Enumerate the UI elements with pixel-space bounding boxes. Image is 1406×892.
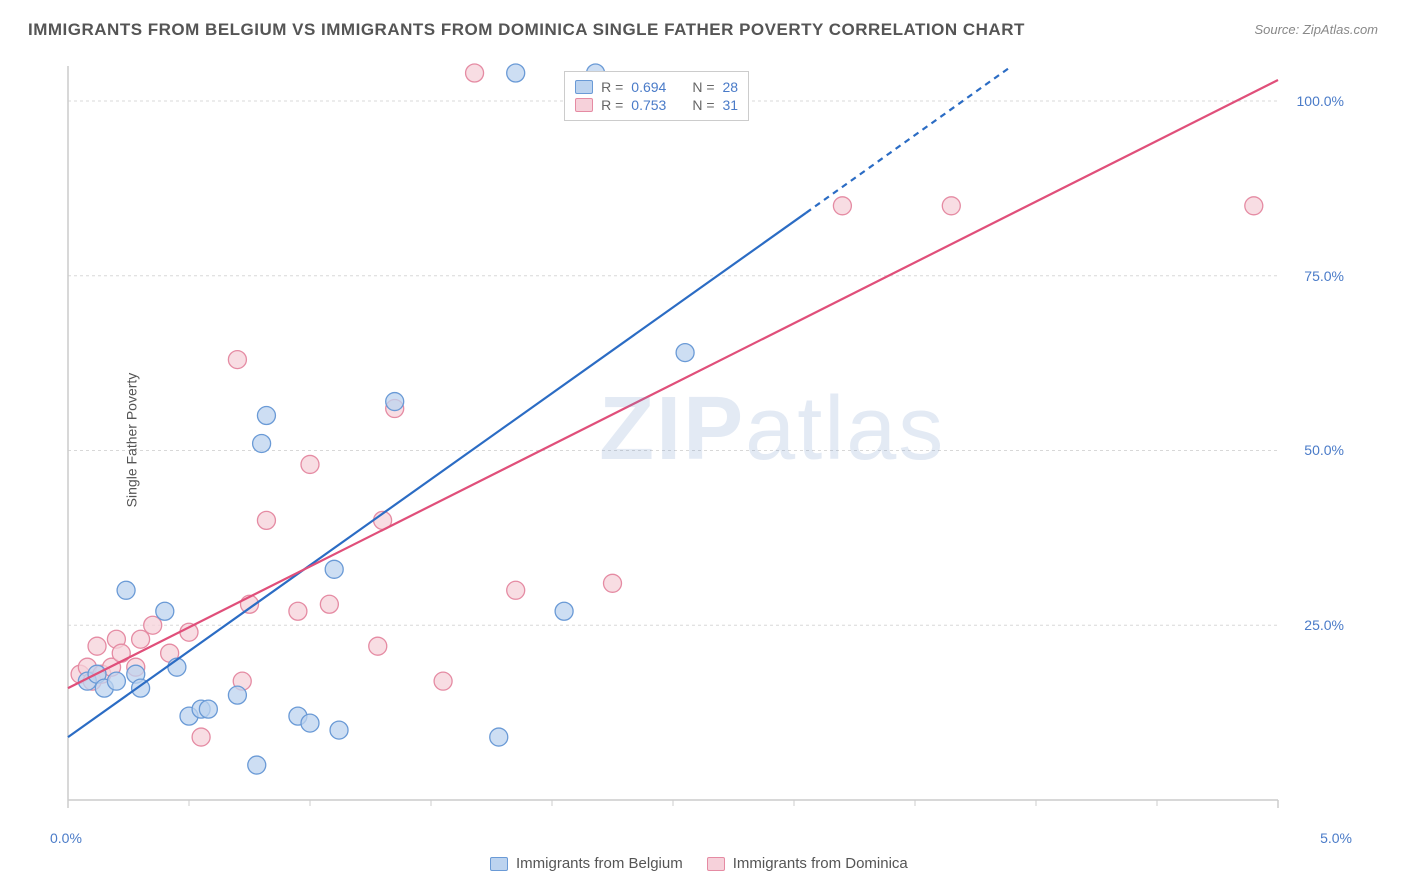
source-label: Source: ZipAtlas.com [1254,22,1378,37]
legend-label-dominica: Immigrants from Dominica [733,855,908,872]
legend-R-label: R = [601,79,623,95]
scatter-chart-svg [58,60,1348,820]
legend-swatch-dominica-icon [707,857,725,871]
legend-label-belgium: Immigrants from Belgium [516,855,683,872]
y-tick-75: 75.0% [1304,268,1344,284]
legend-N-dominica: 31 [723,97,739,113]
legend-R-dominica: 0.753 [631,97,666,113]
legend-N-label: N = [692,79,714,95]
y-tick-50: 50.0% [1304,442,1344,458]
legend-R-belgium: 0.694 [631,79,666,95]
legend-N-belgium: 28 [723,79,739,95]
legend-item-belgium: Immigrants from Belgium [490,855,683,872]
legend-swatch-dominica [575,98,593,112]
series-legend: Immigrants from Belgium Immigrants from … [490,855,908,872]
legend-R-label-2: R = [601,97,623,113]
chart-title: IMMIGRANTS FROM BELGIUM VS IMMIGRANTS FR… [28,20,1025,40]
legend-row-dominica: R = 0.753 N = 31 [575,96,738,114]
x-tick-5: 5.0% [1320,830,1352,846]
legend-N-label-2: N = [692,97,714,113]
legend-swatch-belgium-icon [490,857,508,871]
plot-area: Single Father Poverty ZIPatlas 100.0% 75… [58,60,1348,820]
legend-row-belgium: R = 0.694 N = 28 [575,78,738,96]
legend-item-dominica: Immigrants from Dominica [707,855,908,872]
y-tick-25: 25.0% [1304,617,1344,633]
x-tick-0: 0.0% [50,830,82,846]
y-axis-label: Single Father Poverty [123,373,139,508]
y-tick-100: 100.0% [1297,93,1344,109]
correlation-legend: R = 0.694 N = 28 R = 0.753 N = 31 [564,71,749,121]
legend-swatch-belgium [575,80,593,94]
